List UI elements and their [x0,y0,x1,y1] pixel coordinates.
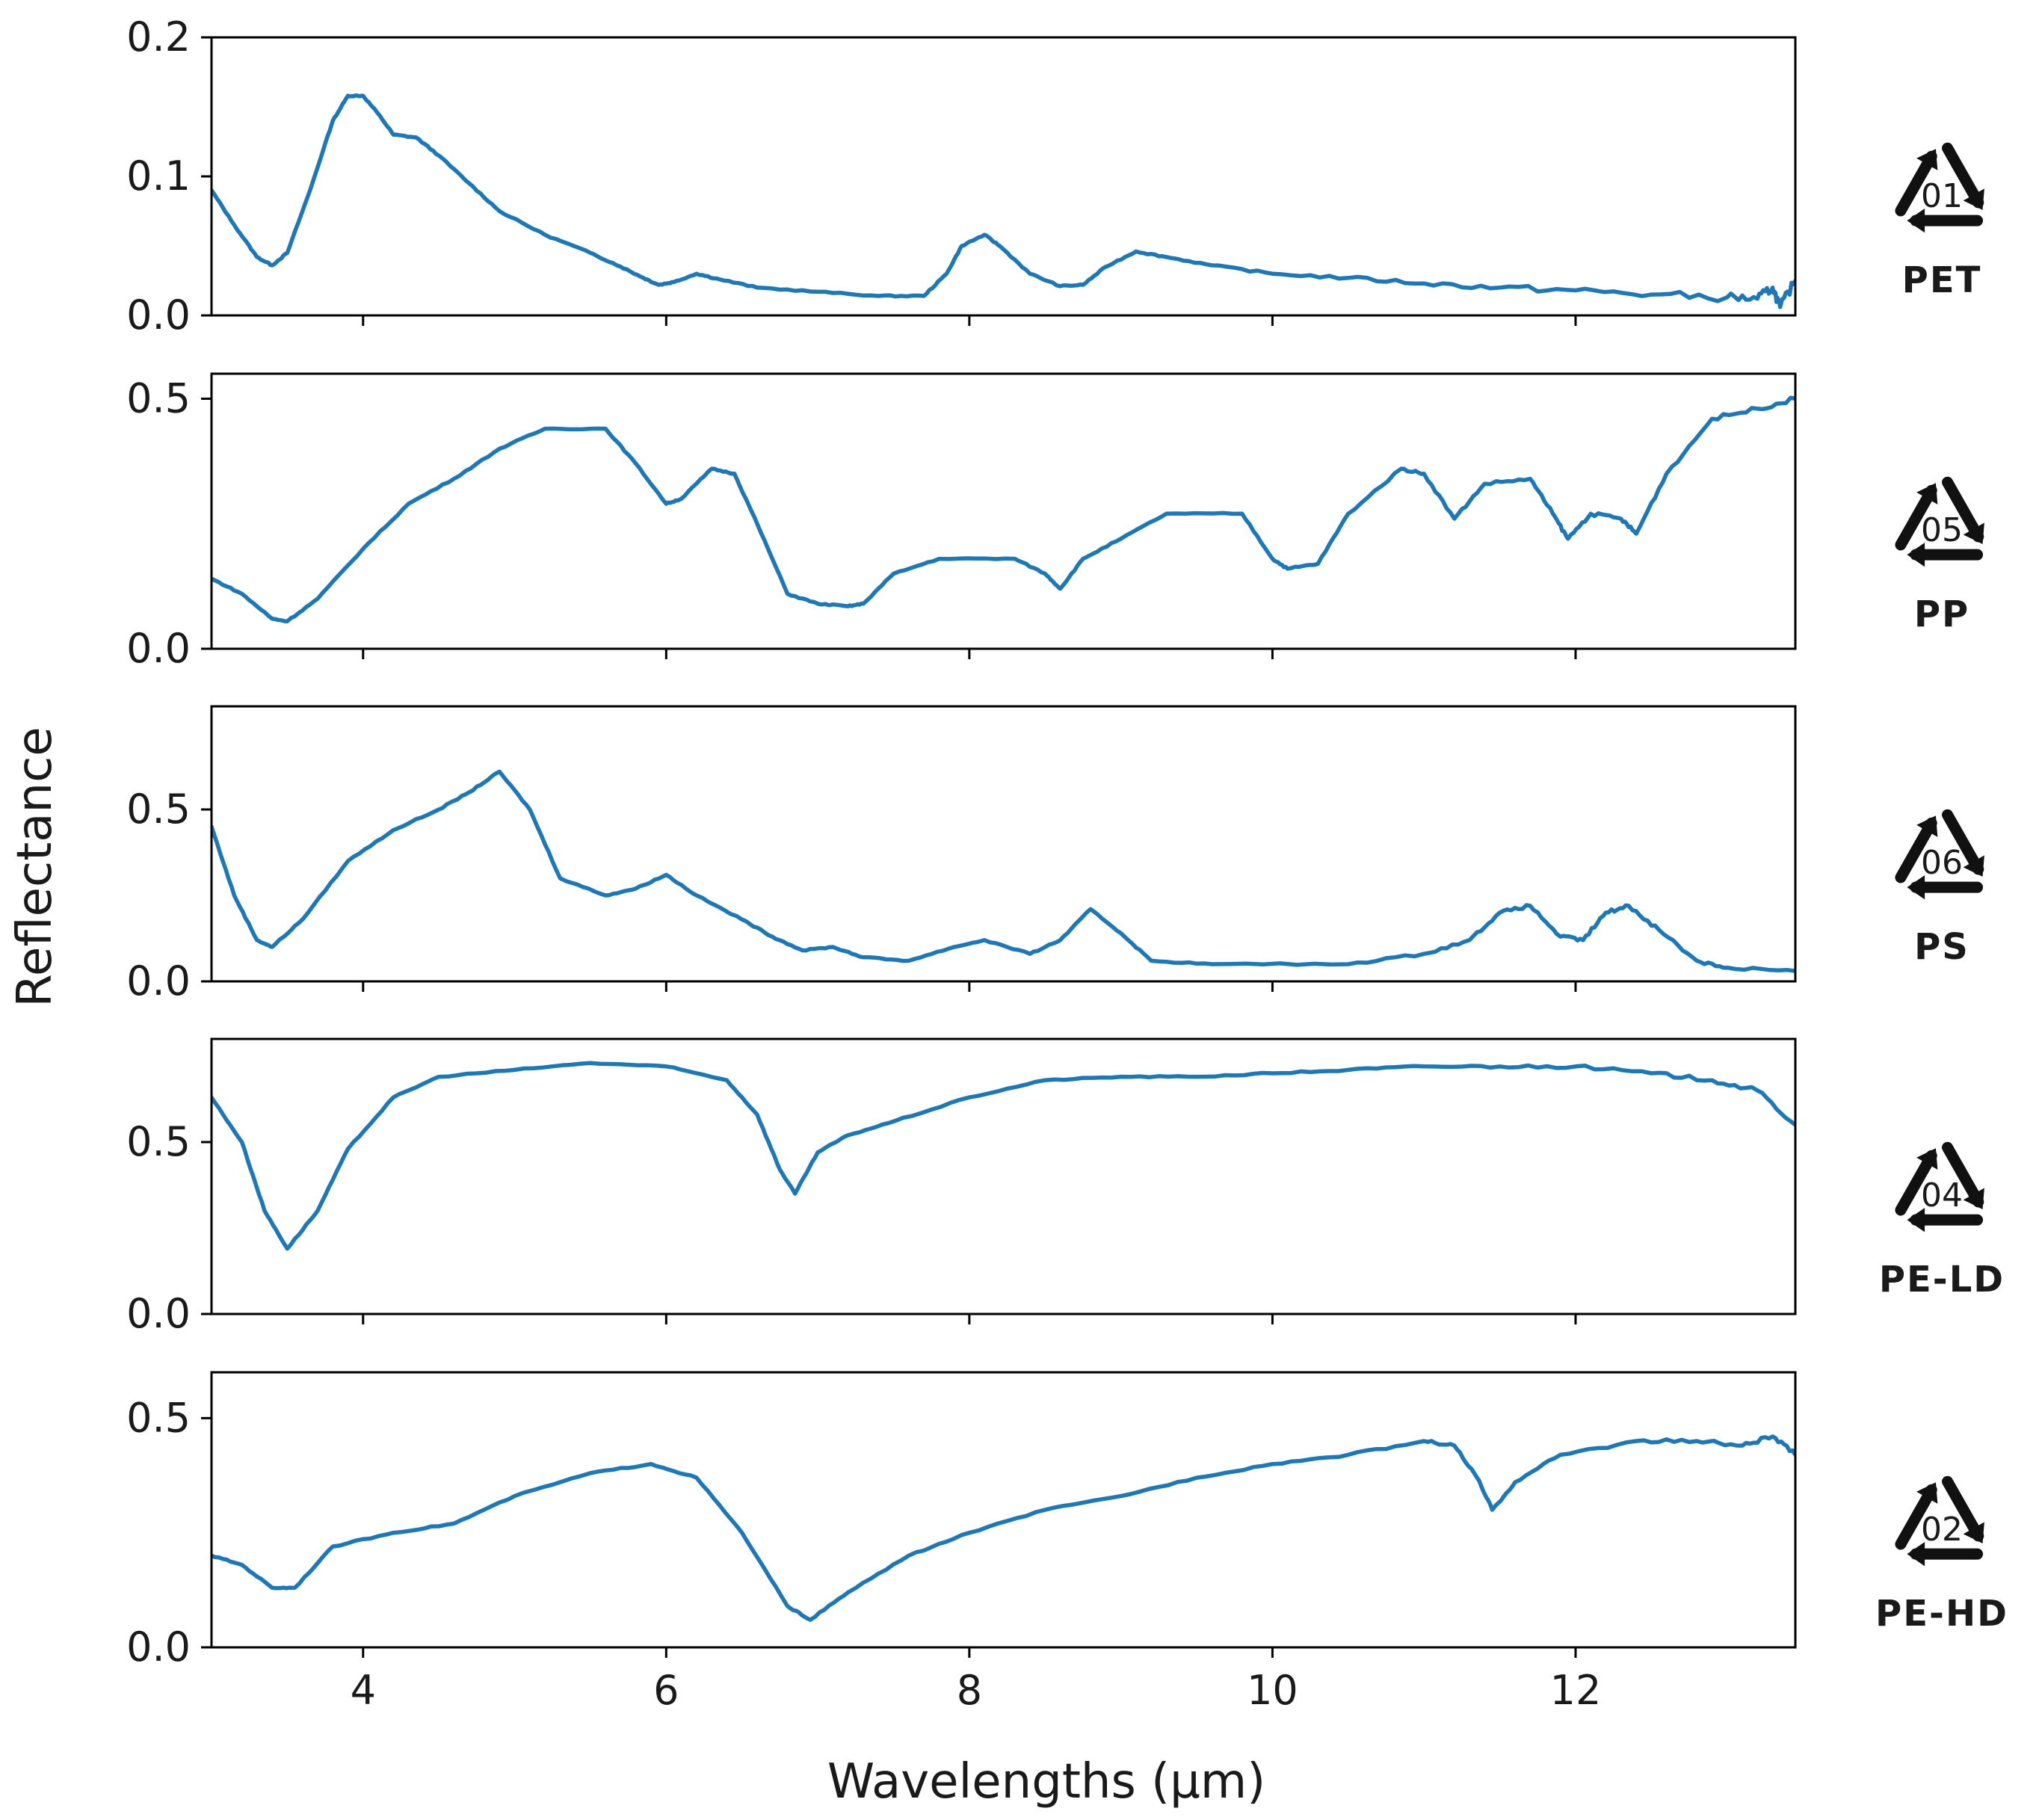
x-tick-label: 12 [1550,1667,1602,1714]
y-tick-label: 0.5 [126,786,191,833]
series-line-pe-hd [212,1434,1795,1622]
panel-pe-hd: 0.0 0.5 [126,1371,1797,1671]
polymer-name: PP [1914,593,1969,635]
x-tick-label: 8 [957,1667,982,1714]
panel-pp: 0.0 0.5 [126,372,1797,672]
series-line-pet [212,93,1795,309]
panels-group: 0.0 0.1 0.2 0.0 0.5 0.0 0.5 0.0 0.5 0.0 0.5 [126,13,1797,1671]
x-tick-label: 10 [1247,1667,1298,1714]
resin-code: 05 [1921,511,1963,549]
series-line-ps [212,769,1795,973]
y-tick-label: 0.5 [126,1118,191,1165]
y-tick-label: 0.0 [126,1290,191,1337]
panel-pe-ld: 0.0 0.5 [126,1037,1797,1337]
plot-frame [210,1037,1797,1315]
plot-frame [210,705,1797,983]
recycle-pe-hd-icon: 02 PE-HD [1875,1475,2008,1635]
y-tick-label: 0.0 [126,625,191,672]
x-tick-label: 4 [351,1667,376,1714]
x-axis-ticks: 4 6 8 10 12 [351,1667,1602,1714]
resin-code: 01 [1921,177,1963,215]
plot-frame [210,36,1797,317]
series-line-pe-ld [212,1061,1795,1251]
resin-code: 06 [1921,844,1963,882]
polymer-name: PE-LD [1879,1259,2005,1301]
polymer-name: PET [1902,259,1982,301]
panel-pet: 0.0 0.1 0.2 [126,13,1797,339]
y-tick-label: 0.5 [126,374,191,422]
recycling-icons-group: 01 PET 05 PP 06 PS 04 PE-LD 02 PE-HD [1875,142,2008,1635]
y-tick-label: 0.0 [126,957,191,1005]
recycle-pet-icon: 01 PET [1895,142,1984,301]
y-tick-label: 0.1 [126,152,191,200]
y-axis-title: Reflectance [7,727,63,1007]
x-axis-title: Wavelengths (µm) [827,1754,1265,1810]
resin-code: 04 [1921,1176,1963,1215]
recycle-pp-icon: 05 PP [1895,476,1984,635]
resin-code: 02 [1921,1511,1963,1549]
polymer-name: PE-HD [1875,1593,2008,1635]
y-tick-label: 0.2 [126,13,191,61]
recycle-pe-ld-icon: 04 PE-LD [1879,1141,2005,1301]
recycle-ps-icon: 06 PS [1895,809,1984,968]
y-tick-label: 0.0 [126,1623,191,1671]
plot-frame [210,1371,1797,1649]
x-tick-label: 6 [653,1667,679,1714]
plot-frame [210,372,1797,650]
y-tick-label: 0.5 [126,1394,191,1441]
polymer-name: PS [1914,926,1969,968]
y-tick-label: 0.0 [126,291,191,339]
series-line-pp [212,395,1795,624]
panel-ps: 0.0 0.5 [126,705,1797,1005]
